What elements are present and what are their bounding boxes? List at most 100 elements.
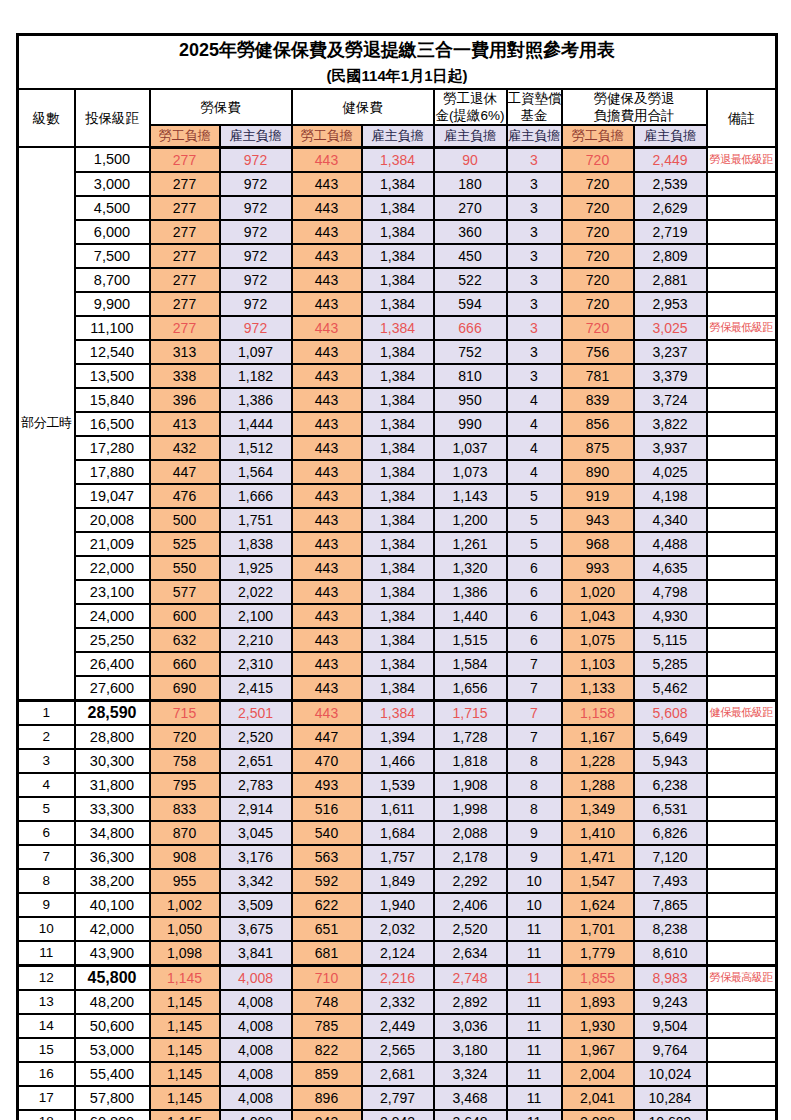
- value-cell: 11: [507, 1062, 562, 1086]
- table-row: 11,1002779724431,38466637203,025勞保最低級距: [18, 316, 777, 340]
- remark-cell: [707, 652, 777, 676]
- insured-bracket-cell: 11,100: [75, 316, 150, 340]
- remark-cell: [707, 917, 777, 941]
- remark-cell: [707, 1110, 777, 1120]
- level-cell: 8: [18, 869, 75, 893]
- value-cell: 5,285: [634, 652, 707, 676]
- value-cell: 3,822: [634, 412, 707, 436]
- value-cell: 1,349: [562, 797, 634, 821]
- table-row: 6,0002779724431,38436037202,719: [18, 220, 777, 244]
- value-cell: 600: [150, 604, 220, 628]
- insured-bracket-cell: 60,800: [75, 1110, 150, 1120]
- level-cell: 17: [18, 1086, 75, 1110]
- table-row: 533,3008332,9145161,6111,99881,3496,531: [18, 797, 777, 821]
- value-cell: 7: [507, 700, 562, 725]
- value-cell: 1,320: [434, 556, 507, 580]
- value-cell: 710: [292, 965, 362, 990]
- table-row: 1450,6001,1454,0087852,4493,036111,9309,…: [18, 1014, 777, 1038]
- value-cell: 443: [292, 412, 362, 436]
- value-cell: 2,783: [220, 773, 292, 797]
- subheader-total-employer: 雇主負擔: [634, 125, 707, 147]
- value-cell: 752: [434, 340, 507, 364]
- value-cell: 785: [292, 1014, 362, 1038]
- level-cell: 9: [18, 893, 75, 917]
- value-cell: 896: [292, 1086, 362, 1110]
- value-cell: 540: [292, 821, 362, 845]
- table-row: 838,2009553,3425921,8492,292101,5477,493: [18, 869, 777, 893]
- level-cell: 15: [18, 1038, 75, 1062]
- value-cell: 1,288: [562, 773, 634, 797]
- value-cell: 11: [507, 941, 562, 966]
- value-cell: 1,145: [150, 965, 220, 990]
- value-cell: 3,237: [634, 340, 707, 364]
- value-cell: 443: [292, 340, 362, 364]
- value-cell: 3,648: [434, 1110, 507, 1120]
- value-cell: 7: [507, 725, 562, 749]
- value-cell: 2,634: [434, 941, 507, 966]
- value-cell: 5: [507, 532, 562, 556]
- value-cell: 1,143: [434, 484, 507, 508]
- insured-bracket-cell: 20,008: [75, 508, 150, 532]
- insured-bracket-cell: 34,800: [75, 821, 150, 845]
- value-cell: 8: [507, 749, 562, 773]
- value-cell: 443: [292, 244, 362, 268]
- value-cell: 972: [220, 196, 292, 220]
- value-cell: 1,925: [220, 556, 292, 580]
- value-cell: 8: [507, 797, 562, 821]
- value-cell: 720: [562, 196, 634, 220]
- remark-cell: [707, 436, 777, 460]
- value-cell: 9,764: [634, 1038, 707, 1062]
- value-cell: 720: [562, 147, 634, 172]
- value-cell: 1,893: [562, 990, 634, 1014]
- value-cell: 277: [150, 244, 220, 268]
- value-cell: 522: [434, 268, 507, 292]
- value-cell: 443: [292, 316, 362, 340]
- remark-cell: [707, 797, 777, 821]
- value-cell: 955: [150, 869, 220, 893]
- level-cell: 6: [18, 821, 75, 845]
- remark-cell: [707, 941, 777, 966]
- remark-cell: [707, 196, 777, 220]
- subheader-labor-employee: 勞工負擔: [150, 125, 220, 147]
- value-cell: 2,520: [220, 725, 292, 749]
- value-cell: 1,386: [434, 580, 507, 604]
- value-cell: 1,043: [562, 604, 634, 628]
- value-cell: 1,075: [562, 628, 634, 652]
- value-cell: 1,384: [362, 292, 434, 316]
- value-cell: 1,261: [434, 532, 507, 556]
- value-cell: 1,715: [434, 700, 507, 725]
- value-cell: 3: [507, 268, 562, 292]
- table-row: 1042,0001,0503,6756512,0322,520111,7018,…: [18, 917, 777, 941]
- insured-bracket-cell: 53,000: [75, 1038, 150, 1062]
- value-cell: 8: [507, 773, 562, 797]
- value-cell: 810: [434, 364, 507, 388]
- value-cell: 1,145: [150, 1038, 220, 1062]
- level-cell: 7: [18, 845, 75, 869]
- remark-cell: [707, 1062, 777, 1086]
- value-cell: 447: [150, 460, 220, 484]
- remark-cell: [707, 1038, 777, 1062]
- value-cell: 5,462: [634, 676, 707, 701]
- remark-cell: 勞保最低級距: [707, 316, 777, 340]
- value-cell: 7: [507, 652, 562, 676]
- value-cell: 1,384: [362, 652, 434, 676]
- value-cell: 550: [150, 556, 220, 580]
- value-cell: 443: [292, 484, 362, 508]
- value-cell: 3: [507, 220, 562, 244]
- value-cell: 1,050: [150, 917, 220, 941]
- value-cell: 313: [150, 340, 220, 364]
- value-cell: 1,466: [362, 749, 434, 773]
- value-cell: 4,930: [634, 604, 707, 628]
- value-cell: 3: [507, 340, 562, 364]
- value-cell: 632: [150, 628, 220, 652]
- insured-bracket-cell: 1,500: [75, 147, 150, 172]
- value-cell: 795: [150, 773, 220, 797]
- insured-bracket-cell: 4,500: [75, 196, 150, 220]
- value-cell: 432: [150, 436, 220, 460]
- value-cell: 5,649: [634, 725, 707, 749]
- value-cell: 1,384: [362, 340, 434, 364]
- value-cell: 7,120: [634, 845, 707, 869]
- table-row: 9,9002779724431,38459437202,953: [18, 292, 777, 316]
- value-cell: 1,384: [362, 316, 434, 340]
- value-cell: 2,004: [562, 1062, 634, 1086]
